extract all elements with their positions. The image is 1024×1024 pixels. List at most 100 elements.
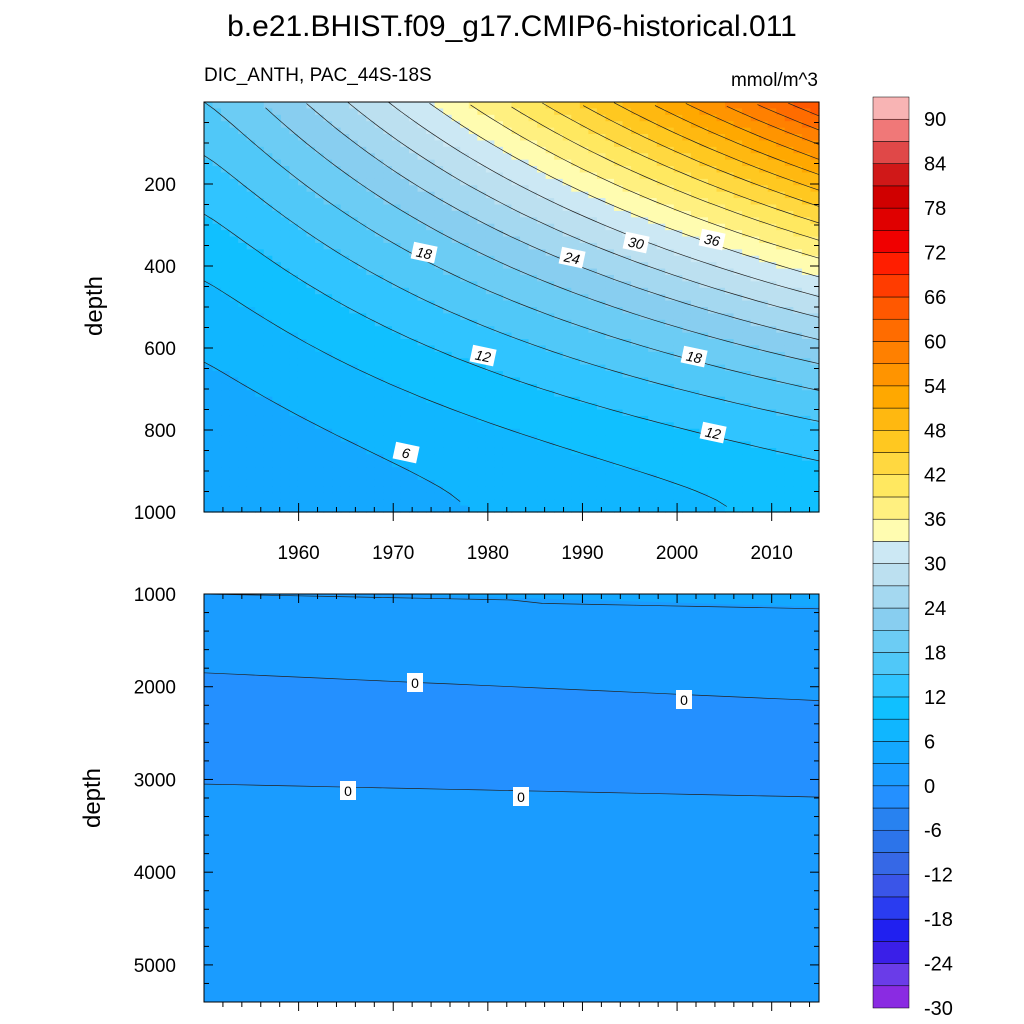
heatmap-cell (204, 403, 214, 411)
heatmap-cell (733, 422, 743, 430)
heatmap-cell (391, 473, 402, 481)
heatmap-cell (579, 146, 589, 154)
heatmap-cell (246, 262, 256, 270)
colorbar-label: 60 (924, 331, 946, 353)
heatmap-cell (776, 403, 786, 411)
heatmap-cell (725, 134, 735, 142)
heatmap-cell (366, 159, 376, 167)
heatmap-cell (221, 364, 231, 372)
heatmap-cell (340, 198, 350, 206)
colorbar-box (872, 474, 910, 498)
heatmap-cell (511, 351, 521, 359)
heatmap-cell (528, 166, 538, 174)
heatmap-cell (784, 121, 794, 129)
heatmap-cell (332, 332, 342, 340)
heatmap-cell (571, 108, 581, 116)
heatmap-cell (349, 294, 359, 302)
heatmap-cell (280, 454, 291, 462)
heatmap-cell (263, 460, 273, 468)
heatmap-cell (776, 467, 786, 475)
heatmap-cell (340, 409, 350, 417)
heatmap-cell (520, 505, 530, 513)
heatmap-cell (665, 351, 675, 359)
heatmap-cell (263, 198, 273, 206)
heatmap-cell (451, 390, 461, 398)
heatmap-cell (477, 441, 487, 449)
heatmap-cell (725, 319, 735, 327)
heatmap-cell (784, 140, 794, 148)
heatmap-cell (494, 159, 504, 167)
heatmap-cell (391, 383, 402, 391)
colorbar-box (872, 185, 910, 209)
heatmap-cell (648, 242, 658, 250)
heatmap-cell (750, 486, 760, 494)
heatmap-cell (246, 153, 256, 161)
heatmap-cell (707, 178, 718, 186)
top-contour-lines (203, 101, 820, 507)
heatmap-cell (707, 313, 718, 321)
heatmap-cell (562, 396, 572, 404)
heatmap-cell (332, 134, 342, 142)
heatmap-cell (537, 409, 547, 417)
heatmap-cell (588, 345, 598, 353)
heatmap-cell (357, 281, 367, 289)
heatmap-cell (332, 191, 342, 199)
heatmap-cell (494, 287, 504, 295)
heatmap-cell (204, 249, 214, 257)
heatmap-cell (733, 114, 743, 122)
heatmap-cell (297, 441, 308, 449)
heatmap-cell (776, 108, 786, 116)
heatmap-cell (485, 191, 496, 199)
heatmap-cell (502, 121, 513, 129)
heatmap-cell (229, 403, 239, 411)
heatmap-cell (793, 479, 803, 487)
heatmap-cell (682, 262, 692, 270)
colorbar-box (872, 763, 910, 787)
heatmap-cell (682, 127, 692, 135)
heatmap-cell (246, 210, 256, 218)
heatmap-cell (682, 479, 692, 487)
heatmap-cell (357, 102, 367, 110)
heatmap-cell (349, 159, 359, 167)
heatmap-cell (784, 371, 794, 379)
heatmap-cell (315, 441, 325, 449)
heatmap-cell (690, 441, 701, 449)
heatmap-cell (656, 403, 666, 411)
heatmap-cell (297, 486, 308, 494)
heatmap-cell (204, 492, 214, 500)
heatmap-cell (648, 287, 658, 295)
heatmap-cell (400, 281, 410, 289)
heatmap-cell (204, 127, 214, 135)
heatmap-cell (716, 300, 726, 308)
heatmap-cell (366, 332, 376, 340)
heatmap-cell (716, 364, 726, 372)
heatmap-cell (297, 351, 308, 359)
heatmap-cell (306, 332, 316, 340)
heatmap-cell (340, 403, 350, 411)
heatmap-cell (699, 396, 709, 404)
heatmap-cell (272, 479, 282, 487)
heatmap-cell (477, 307, 487, 315)
heatmap-cell (656, 185, 666, 193)
heatmap-cell (665, 268, 675, 276)
heatmap-cell (690, 435, 701, 443)
heatmap-cell (537, 403, 547, 411)
heatmap-cell (212, 345, 222, 353)
heatmap-cell (485, 435, 496, 443)
heatmap-cell (767, 441, 777, 449)
heatmap-cell (332, 140, 342, 148)
heatmap-cell (759, 287, 769, 295)
heatmap-cell (528, 447, 538, 455)
heatmap-cell (810, 492, 820, 500)
heatmap-cell (631, 409, 641, 417)
heatmap-cell (263, 294, 273, 302)
heatmap-cell (733, 294, 743, 302)
heatmap-cell (340, 287, 350, 295)
heatmap-cell (289, 268, 299, 276)
heatmap-cell (340, 204, 350, 212)
heatmap-cell (733, 236, 743, 244)
heatmap-cell (315, 383, 325, 391)
heatmap-cell (417, 300, 427, 308)
heatmap-cell (426, 153, 436, 161)
heatmap-cell (468, 185, 478, 193)
